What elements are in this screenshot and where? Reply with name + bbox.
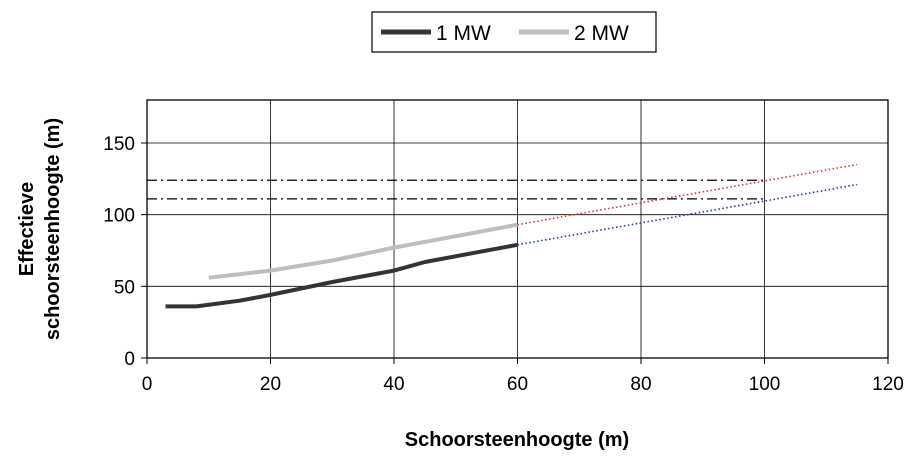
- reference-lines: [147, 179, 765, 200]
- x-tick-label-120: 120: [872, 374, 904, 395]
- x-tick-label-0: 0: [142, 374, 153, 395]
- legend-label-1-mw: 1 MW: [436, 22, 491, 45]
- x-axis-title: Schoorsteenhoogte (m): [405, 429, 629, 451]
- y-axis-title-line-2: schoorsteenhoogte (m): [42, 118, 64, 340]
- y-tick-label-100: 100: [103, 206, 135, 227]
- x-tick-label-20: 20: [260, 374, 281, 395]
- x-tick-label-100: 100: [749, 374, 781, 395]
- y-tick-label-150: 150: [103, 134, 135, 155]
- y-axis-title-line-1: Effectieve: [16, 182, 38, 277]
- x-axis-ticks: 0 20 40 60 80 100 120: [142, 358, 904, 395]
- extrapolation-line-1-mw: [517, 183, 858, 246]
- legend: 1 MW 2 MW: [371, 11, 657, 53]
- x-tick-label-40: 40: [383, 374, 404, 395]
- y-tick-label-0: 0: [124, 349, 135, 370]
- grid: [147, 100, 888, 358]
- series-line-2-mw: [208, 222, 518, 280]
- y-axis-ticks: 0 50 100 150: [103, 134, 147, 370]
- y-tick-label-50: 50: [114, 277, 135, 298]
- x-tick-label-80: 80: [630, 374, 651, 395]
- x-tick-label-60: 60: [507, 374, 528, 395]
- legend-label-2-mw: 2 MW: [574, 22, 629, 45]
- series-lines: [165, 163, 858, 309]
- series-line-1-mw: [165, 242, 518, 309]
- extrapolation-line-2-mw: [517, 163, 858, 226]
